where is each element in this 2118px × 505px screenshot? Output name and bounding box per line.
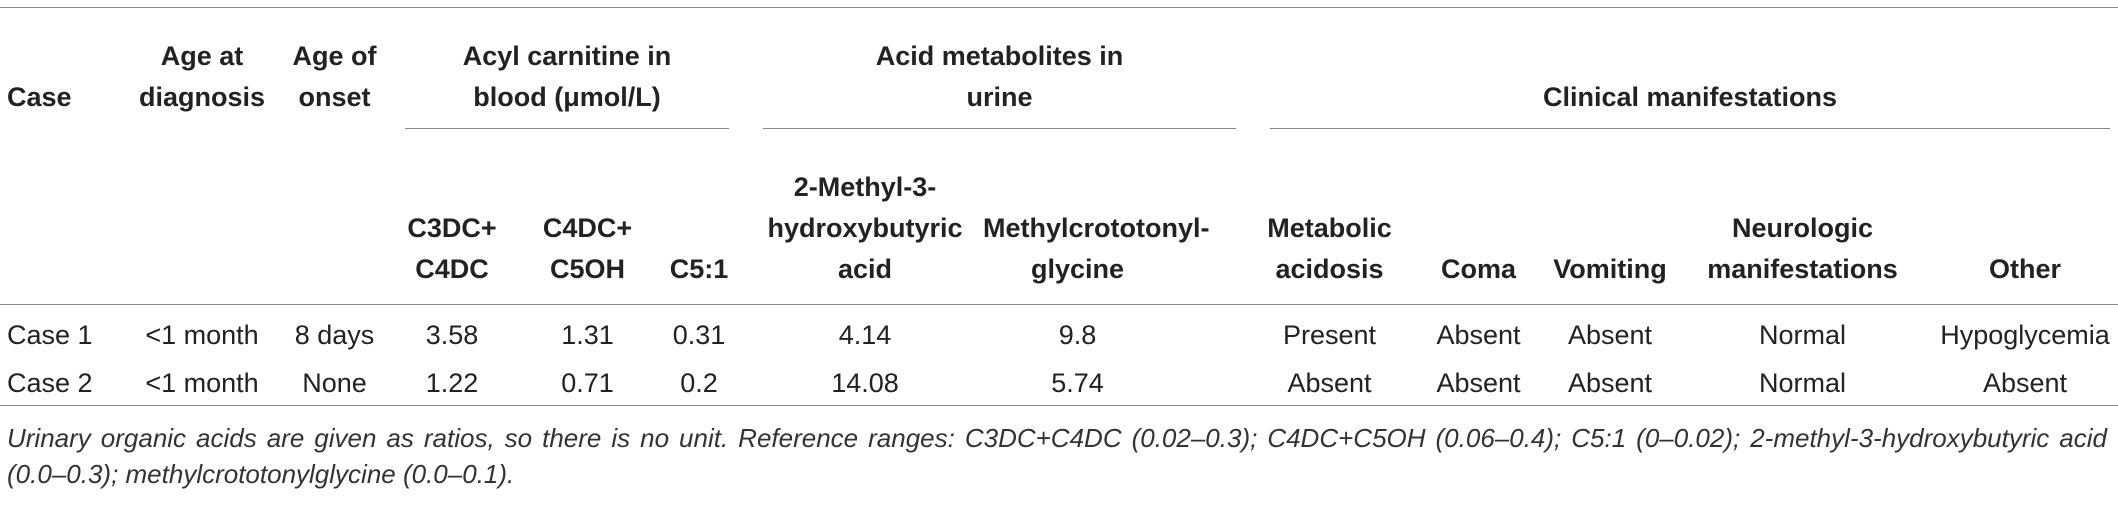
- table-cell: 14.08: [831, 367, 899, 398]
- group-header: Acyl carnitine in blood (μmol/L): [462, 41, 672, 112]
- column-header: Methylcrototonyl-glycine: [983, 213, 1210, 284]
- rule: [405, 128, 729, 129]
- table-cell: Absent: [1287, 367, 1372, 398]
- table-cell: 4.14: [838, 319, 892, 350]
- table-cell: <1 month: [145, 319, 259, 350]
- footnote: Urinary organic acids are given as ratio…: [7, 423, 2107, 489]
- table-cell: Hypoglycemia: [1940, 319, 2110, 350]
- column-header: Other: [1988, 254, 2061, 284]
- table-cell: 3.58: [425, 319, 479, 350]
- rule: [0, 304, 2118, 305]
- table-cell: Present: [1282, 319, 1377, 350]
- table-cell: Case 1: [7, 319, 93, 350]
- rule: [1270, 128, 2110, 129]
- table-cell: 1.22: [425, 367, 479, 398]
- column-header: Coma: [1440, 254, 1516, 284]
- group-header: Acid metabolites in urine: [875, 41, 1124, 112]
- rule: [0, 7, 2118, 8]
- table-cell: 0.2: [680, 367, 718, 398]
- table-cell: 9.8: [1058, 319, 1097, 350]
- table-cell: Absent: [1436, 319, 1521, 350]
- column-header: C4DC+ C5OH: [542, 213, 633, 284]
- table-cell: 0.31: [672, 319, 726, 350]
- table-cell: 0.71: [561, 367, 614, 398]
- table-cell: None: [302, 367, 367, 398]
- table-cell: Absent: [1567, 367, 1653, 398]
- column-header: Vomiting: [1553, 254, 1667, 284]
- header-cell: Age at diagnosis: [138, 41, 266, 112]
- table-cell: Normal: [1758, 319, 1846, 350]
- rule: [763, 128, 1236, 129]
- table-cell: 1.31: [561, 319, 614, 350]
- table-cell: 8 days: [294, 319, 375, 350]
- column-header: Metabolic acidosis: [1267, 213, 1392, 284]
- table-cell: Absent: [1567, 319, 1653, 350]
- table-cell: Absent: [1982, 367, 2068, 398]
- table-cell: Normal: [1758, 367, 1846, 398]
- column-header: Neurologic manifestations: [1707, 213, 1898, 284]
- header-cell: Age of onset: [292, 41, 377, 112]
- table-cell: 5.74: [1051, 367, 1104, 398]
- table-cell: <1 month: [145, 367, 259, 398]
- column-header: C5:1: [669, 254, 729, 284]
- column-header: 2-Methyl-3-hydroxybutyric acid: [767, 172, 963, 284]
- table-cell: Absent: [1436, 367, 1521, 398]
- column-header: C3DC+ C4DC: [407, 213, 497, 284]
- rule: [0, 405, 2118, 406]
- header-cell: Case: [7, 82, 72, 112]
- group-header: Clinical manifestations: [1542, 82, 1838, 112]
- table-cell: Case 2: [7, 367, 93, 398]
